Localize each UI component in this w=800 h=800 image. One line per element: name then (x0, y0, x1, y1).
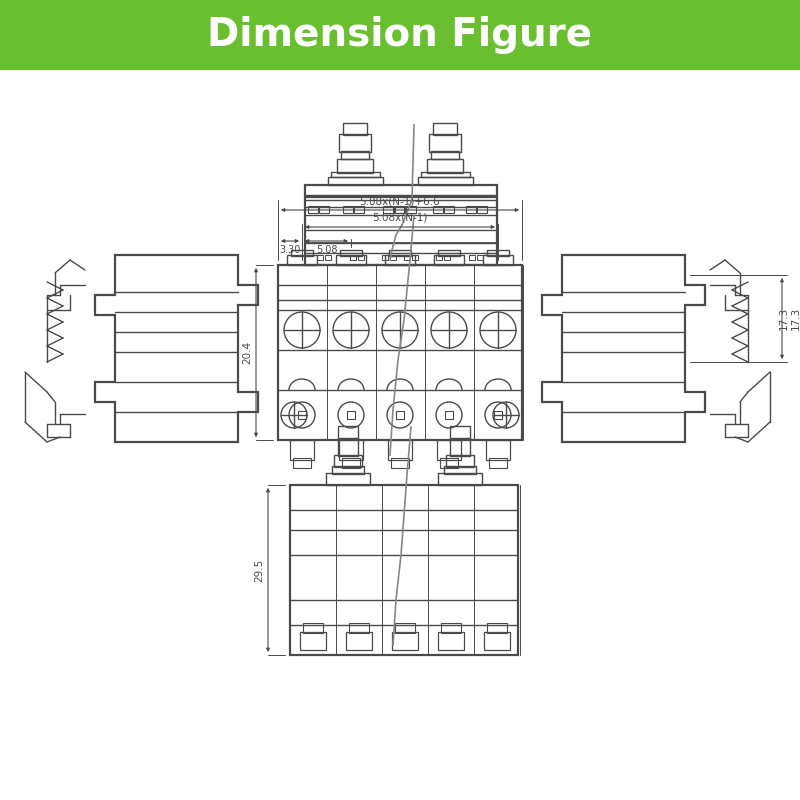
Bar (395, 623, 415, 633)
Bar (341, 151, 369, 159)
Bar (394, 206, 404, 213)
Bar (338, 426, 358, 439)
Bar (494, 411, 502, 419)
Bar (317, 255, 323, 260)
Bar (326, 473, 370, 485)
Bar (328, 177, 383, 185)
Bar (477, 206, 487, 213)
Bar (450, 438, 470, 456)
Bar (418, 177, 473, 185)
Bar (346, 632, 372, 650)
Bar (395, 206, 405, 213)
Text: 5.08: 5.08 (316, 245, 338, 255)
Bar (290, 485, 518, 655)
Bar (336, 255, 366, 265)
Bar (469, 255, 475, 260)
Bar (383, 206, 393, 213)
Bar (340, 250, 362, 256)
Bar (0, 0, 800, 70)
Bar (331, 172, 380, 177)
Bar (287, 255, 317, 265)
Text: 5.08x(N-1): 5.08x(N-1) (372, 213, 428, 223)
Bar (427, 159, 463, 173)
Bar (434, 255, 464, 265)
Bar (446, 455, 474, 467)
Bar (440, 458, 458, 468)
Bar (486, 440, 510, 460)
Bar (385, 255, 415, 265)
Bar (350, 255, 356, 260)
Bar (438, 473, 482, 485)
Text: 5.08x(N-1)+6.6: 5.08x(N-1)+6.6 (360, 196, 440, 206)
Bar (438, 250, 460, 256)
Bar (358, 255, 364, 260)
Bar (325, 255, 331, 260)
Bar (466, 206, 476, 213)
Bar (354, 206, 364, 213)
Text: 29.5: 29.5 (254, 558, 264, 582)
Bar (438, 632, 464, 650)
Bar (337, 159, 373, 173)
Bar (437, 440, 461, 460)
Bar (290, 440, 314, 460)
Bar (339, 440, 363, 460)
Bar (390, 255, 396, 260)
Bar (293, 458, 311, 468)
Bar (429, 134, 461, 152)
Bar (332, 466, 364, 474)
Bar (343, 123, 367, 135)
Bar (487, 250, 509, 256)
Bar (450, 426, 470, 439)
Bar (391, 458, 409, 468)
Bar (349, 623, 369, 633)
Bar (300, 632, 326, 650)
Bar (431, 151, 459, 159)
Bar (412, 255, 418, 260)
Bar (291, 250, 313, 256)
Bar (388, 440, 412, 460)
Bar (389, 250, 411, 256)
Bar (436, 255, 442, 260)
Bar (487, 623, 507, 633)
Text: 20.4: 20.4 (242, 341, 252, 364)
Bar (339, 134, 371, 152)
Bar (433, 123, 457, 135)
Text: 17.3: 17.3 (791, 307, 800, 330)
Bar (392, 632, 418, 650)
Bar (484, 632, 510, 650)
Text: 3.30: 3.30 (279, 245, 301, 255)
Bar (441, 623, 461, 633)
Bar (338, 438, 358, 456)
Bar (489, 458, 507, 468)
Bar (382, 255, 388, 260)
Bar (342, 458, 360, 468)
Text: 17.3: 17.3 (779, 307, 789, 330)
Bar (319, 206, 329, 213)
Bar (477, 255, 483, 260)
Bar (278, 265, 522, 440)
Bar (444, 206, 454, 213)
Bar (404, 255, 410, 260)
Bar (421, 172, 470, 177)
Bar (334, 455, 362, 467)
Bar (396, 411, 404, 419)
Bar (305, 185, 497, 265)
Bar (445, 411, 453, 419)
Bar (444, 255, 450, 260)
Bar (343, 206, 353, 213)
Bar (483, 255, 513, 265)
Text: Dimension Figure: Dimension Figure (207, 16, 593, 54)
Bar (433, 206, 443, 213)
Bar (308, 206, 318, 213)
Bar (444, 466, 476, 474)
Bar (303, 623, 323, 633)
Bar (347, 411, 355, 419)
Bar (406, 206, 416, 213)
Bar (298, 411, 306, 419)
